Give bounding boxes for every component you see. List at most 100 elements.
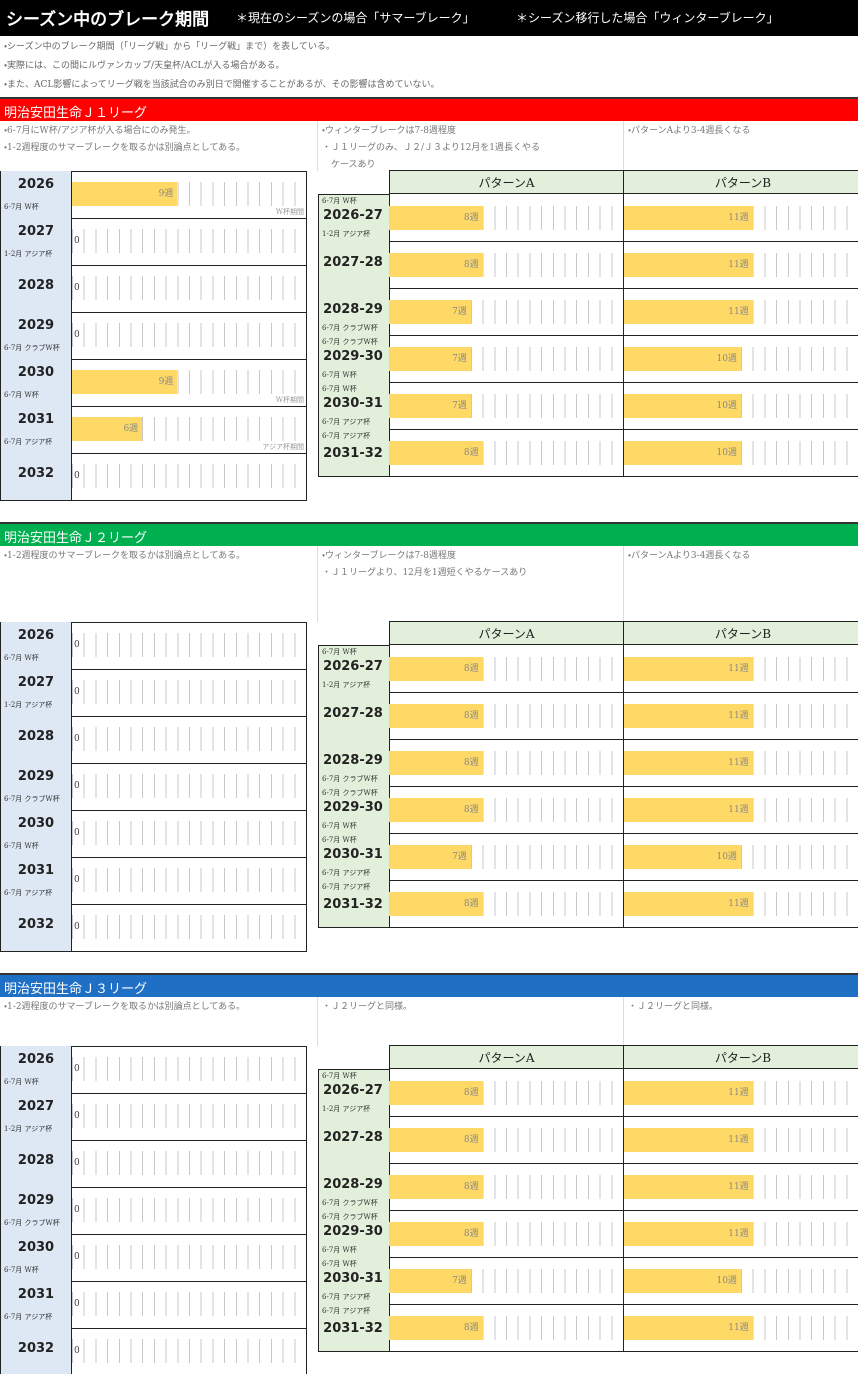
row-line <box>72 312 307 313</box>
season-top: 6-7月 アジア杯 <box>322 1307 371 1315</box>
season: 2030-31 <box>323 396 383 411</box>
year: 2028 <box>17 729 55 744</box>
value-label: 0 <box>74 828 80 838</box>
row-line <box>72 359 307 360</box>
bar <box>624 394 741 418</box>
header-bar <box>0 0 858 36</box>
year-sub: 6-7月 W杯 <box>4 842 39 850</box>
bar <box>389 394 471 418</box>
season-sub: 6-7月 W杯 <box>322 822 357 830</box>
bar <box>624 1081 753 1105</box>
season: 2031-32 <box>323 1321 383 1336</box>
column-line <box>623 1069 624 1351</box>
row-line <box>72 763 307 764</box>
week-grid <box>72 229 306 253</box>
row-line <box>72 951 307 952</box>
value-label: 11週 <box>728 307 749 317</box>
row-line <box>72 1328 307 1329</box>
bar <box>389 657 483 681</box>
bar <box>389 206 483 230</box>
row-line <box>72 1234 307 1235</box>
season-top: 6-7月 W杯 <box>322 836 357 844</box>
year: 2029 <box>17 769 55 784</box>
bar <box>624 798 753 822</box>
season-cell <box>318 1116 390 1164</box>
note: ・Ｊ２リーグと同様。 <box>322 1002 413 1012</box>
value-label: 8週 <box>463 758 479 768</box>
week-grid <box>72 821 306 845</box>
separator <box>317 997 318 1046</box>
value-label: 0 <box>74 734 80 744</box>
value-label: 7週 <box>452 354 467 364</box>
season: 2027-28 <box>323 1130 383 1145</box>
value-label: 0 <box>74 1252 80 1262</box>
intro-line: ・シーズン中のブレーク期間（「リーグ戦」から「リーグ戦」まで）を表している。 <box>4 42 335 52</box>
value-label: 0 <box>74 1205 80 1215</box>
value-label: 0 <box>74 471 80 481</box>
season-cell <box>318 1304 390 1352</box>
year: 2028 <box>17 1153 55 1168</box>
bar <box>389 704 483 728</box>
week-grid <box>72 1151 306 1175</box>
year-cell <box>0 1328 72 1374</box>
year-cell <box>0 763 72 811</box>
season: 2026-27 <box>323 208 383 223</box>
period-label: W杯期間 <box>275 396 304 404</box>
bar <box>389 347 471 371</box>
year-sub: 6-7月 クラブW杯 <box>4 795 60 803</box>
value-label: 7週 <box>452 852 467 862</box>
season-sub: 6-7月 W杯 <box>322 371 357 379</box>
year: 2031 <box>17 1287 55 1302</box>
year: 2030 <box>17 1240 55 1255</box>
year: 2027 <box>17 1099 55 1114</box>
bar <box>389 751 483 775</box>
row-line <box>72 857 307 858</box>
value-label: 11週 <box>728 1088 749 1098</box>
season: 2028-29 <box>323 753 383 768</box>
value-label: 0 <box>74 687 80 697</box>
season-sub: 1-2月 アジア杯 <box>322 681 371 689</box>
bar <box>389 300 471 324</box>
bar <box>624 1222 753 1246</box>
period-label: W杯期間 <box>275 208 304 216</box>
note: ・Ｊ２リーグと同様。 <box>628 1002 719 1012</box>
week-grid <box>72 915 306 939</box>
season-cell <box>318 1257 390 1305</box>
year: 2027 <box>17 224 55 239</box>
week-grid <box>72 1104 306 1128</box>
season-cell <box>318 194 390 242</box>
season-sub: 6-7月 クラブW杯 <box>322 324 378 332</box>
bar <box>389 1128 483 1152</box>
year: 2032 <box>17 466 55 481</box>
year: 2031 <box>17 412 55 427</box>
year: 2032 <box>17 917 55 932</box>
week-grid <box>72 1245 306 1269</box>
value-label: 0 <box>74 1158 80 1168</box>
bar <box>624 1316 753 1340</box>
value-label: 11週 <box>728 664 749 674</box>
value-label: 9週 <box>158 377 174 387</box>
row-line <box>72 810 307 811</box>
year: 2026 <box>17 177 55 192</box>
bar <box>624 1128 753 1152</box>
value-label: 8週 <box>463 1135 479 1145</box>
value-label: 10週 <box>716 1276 737 1286</box>
season-sub: 6-7月 W杯 <box>322 1246 357 1254</box>
week-grid <box>72 774 306 798</box>
year: 2026 <box>17 628 55 643</box>
value-label: 0 <box>74 1064 80 1074</box>
year-sub: 1-2月 アジア杯 <box>4 250 53 258</box>
value-label: 8週 <box>463 260 479 270</box>
value-label: 8週 <box>463 805 479 815</box>
bar <box>389 892 483 916</box>
value-label: 7週 <box>452 401 467 411</box>
year-sub: 6-7月 W杯 <box>4 203 39 211</box>
value-label: 11週 <box>728 805 749 815</box>
separator <box>317 546 318 622</box>
bar <box>624 347 741 371</box>
bar <box>624 253 753 277</box>
season: 2031-32 <box>323 446 383 461</box>
value-label: 11週 <box>728 758 749 768</box>
season: 2026-27 <box>323 1083 383 1098</box>
